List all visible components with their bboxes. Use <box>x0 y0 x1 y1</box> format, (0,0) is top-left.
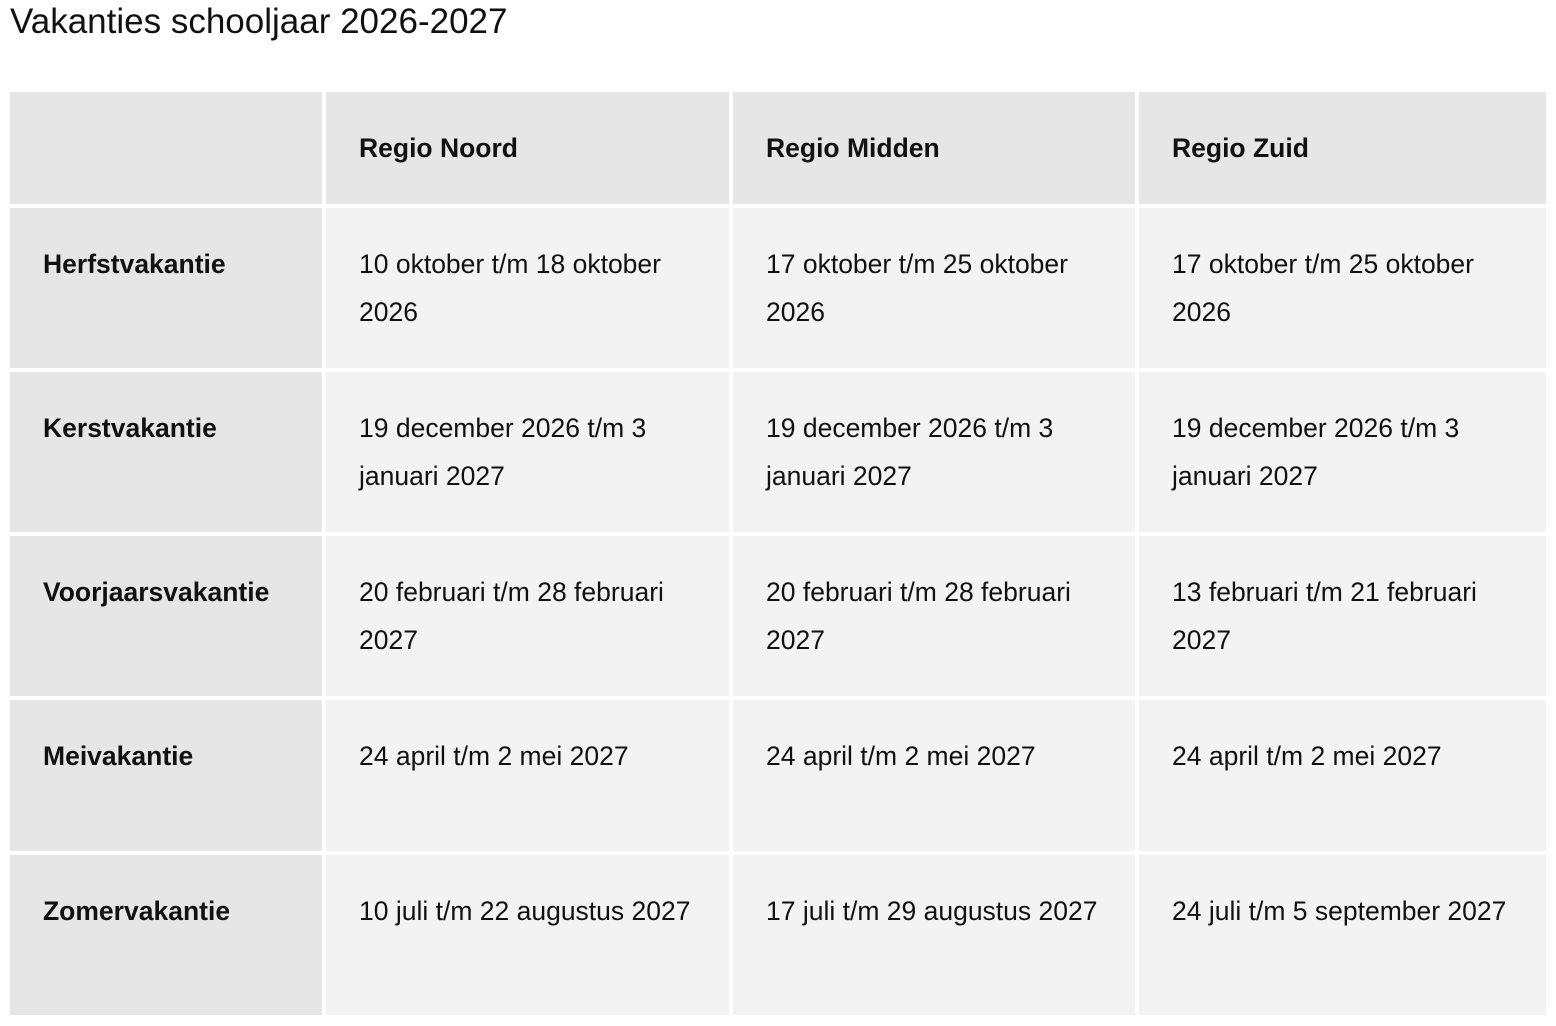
table-cell: 20 februari t/m 28 februari 2027 <box>326 536 729 696</box>
table-cell: 13 februari t/m 21 februari 2027 <box>1139 536 1546 696</box>
table-cell: 19 december 2026 t/m 3 januari 2027 <box>733 372 1135 532</box>
table-cell: 10 juli t/m 22 augustus 2027 <box>326 855 729 1015</box>
table-row: Meivakantie 24 april t/m 2 mei 2027 24 apr… <box>10 700 1546 851</box>
row-header: Herfstvakantie <box>10 208 322 368</box>
row-header: Meivakantie <box>10 700 322 851</box>
table-row: Herfstvakantie 10 oktober t/m 18 oktober … <box>10 208 1546 368</box>
table-header-row: Regio Noord Regio Midden Regio Zuid <box>10 92 1546 204</box>
row-header: Zomervakantie <box>10 855 322 1015</box>
table-cell: 17 oktober t/m 25 oktober 2026 <box>733 208 1135 368</box>
table-row: Voorjaarsvakantie 20 februari t/m 28 febr… <box>10 536 1546 696</box>
table-cell: 24 april t/m 2 mei 2027 <box>733 700 1135 851</box>
table-cell: 19 december 2026 t/m 3 januari 2027 <box>326 372 729 532</box>
vacation-table: Regio Noord Regio Midden Regio Zuid Herf… <box>6 88 1550 1019</box>
table-cell: 24 april t/m 2 mei 2027 <box>1139 700 1546 851</box>
column-header-midden: Regio Midden <box>733 92 1135 204</box>
table-cell: 17 juli t/m 29 augustus 2027 <box>733 855 1135 1015</box>
table-cell: 20 februari t/m 28 februari 2027 <box>733 536 1135 696</box>
table-row: Zomervakantie 10 juli t/m 22 augustus 202… <box>10 855 1546 1015</box>
table-cell: 19 december 2026 t/m 3 januari 2027 <box>1139 372 1546 532</box>
page-title: Vakanties schooljaar 2026-2027 <box>10 2 508 41</box>
column-header-zuid: Regio Zuid <box>1139 92 1546 204</box>
table-row: Kerstvakantie 19 december 2026 t/m 3 janu… <box>10 372 1546 532</box>
table-cell: 17 oktober t/m 25 oktober 2026 <box>1139 208 1546 368</box>
column-header-noord: Regio Noord <box>326 92 729 204</box>
table-cell: 10 oktober t/m 18 oktober 2026 <box>326 208 729 368</box>
row-header: Kerstvakantie <box>10 372 322 532</box>
table-cell: 24 juli t/m 5 september 2027 <box>1139 855 1546 1015</box>
column-header-empty <box>10 92 322 204</box>
row-header: Voorjaarsvakantie <box>10 536 322 696</box>
table-cell: 24 april t/m 2 mei 2027 <box>326 700 729 851</box>
